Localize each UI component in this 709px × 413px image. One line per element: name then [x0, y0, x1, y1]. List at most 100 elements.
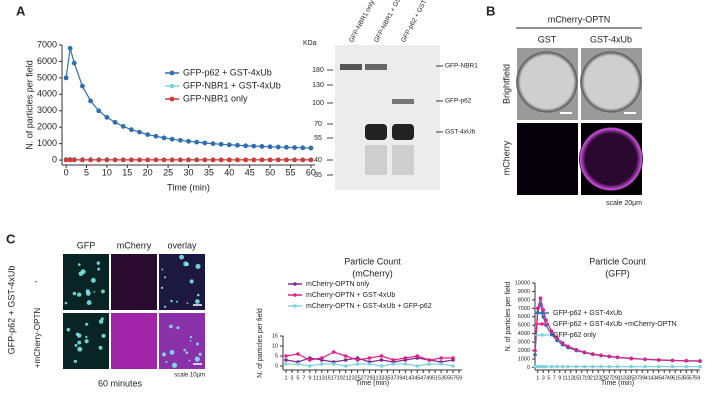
particle: [185, 351, 189, 355]
point: [544, 318, 548, 322]
particle: [74, 343, 78, 347]
x-tick-label: 13: [568, 375, 574, 381]
particle: [196, 342, 199, 346]
x-tick-label: 59: [694, 375, 700, 381]
microscopy-c: GFP mCherry overlay - +mCherry-OPTN GFP-…: [6, 240, 205, 388]
legend-marker: [169, 70, 175, 76]
x-tick-label: 15: [573, 375, 579, 381]
y-tick-label: 4000: [37, 89, 57, 99]
x-tick-label: 55: [444, 375, 450, 381]
particle: [189, 335, 193, 339]
point: [698, 364, 702, 369]
particle: [73, 359, 77, 363]
image: [111, 254, 157, 310]
y-tick-label: 5000: [37, 72, 57, 82]
legend-label: GFP-NBR1 + GST-4xUb: [183, 80, 281, 90]
particle: [171, 362, 178, 368]
point: [319, 356, 324, 360]
point: [161, 135, 167, 141]
point: [582, 364, 587, 369]
x-tick-label: 27: [360, 375, 366, 381]
particle: [66, 327, 71, 332]
point: [541, 308, 546, 312]
legend-marker: [540, 333, 544, 337]
point: [590, 352, 595, 356]
point: [112, 119, 118, 125]
chart-title: Particle Count: [589, 256, 646, 266]
x-tick-label: 17: [579, 375, 585, 381]
point: [96, 157, 102, 163]
point: [379, 358, 384, 362]
series-line: [534, 298, 701, 362]
particle: [77, 340, 82, 345]
y-tick-label: 5000: [518, 323, 530, 329]
point: [88, 157, 93, 163]
time-label: 60 minutes: [98, 378, 143, 388]
chart-subtitle: (mCherry): [352, 268, 393, 278]
x-tick-label: 51: [672, 375, 678, 381]
point: [535, 364, 540, 369]
x-tick-label: 55: [286, 167, 296, 177]
point: [555, 336, 559, 340]
point: [284, 157, 289, 163]
particle: [194, 299, 200, 304]
x-tick-label: 29: [366, 375, 372, 381]
point: [538, 296, 543, 301]
particle: [189, 340, 192, 342]
row-label: -: [35, 276, 38, 286]
legend-marker: [293, 304, 297, 308]
point: [656, 364, 661, 369]
particle: [90, 277, 96, 283]
point: [88, 98, 93, 104]
point: [80, 157, 85, 163]
point: [275, 157, 281, 163]
point: [343, 358, 348, 362]
y-tick-label: 7000: [37, 39, 57, 49]
x-tick-label: 45: [414, 375, 420, 381]
particle: [64, 301, 68, 305]
point: [300, 157, 306, 163]
point: [153, 133, 159, 139]
point: [533, 352, 537, 357]
point: [367, 362, 372, 366]
point: [560, 341, 565, 345]
y-tick-label: 0: [527, 365, 530, 371]
particle: [98, 345, 103, 350]
legend-marker: [293, 293, 297, 297]
droplet: [579, 127, 643, 191]
particle: [163, 305, 167, 309]
particle: [183, 261, 189, 267]
point: [177, 137, 183, 143]
point: [541, 364, 546, 369]
point: [566, 344, 570, 349]
x-tick-label: 43: [408, 375, 414, 381]
particle: [169, 324, 173, 329]
y-tick-label: 10: [272, 343, 278, 349]
point: [331, 350, 336, 354]
x-tick-label: 9: [308, 375, 311, 381]
y-axis-label: N. of particles per field: [505, 282, 512, 352]
particle: [160, 286, 164, 290]
particle: [77, 346, 83, 352]
point: [202, 140, 208, 146]
x-tick-label: 37: [390, 375, 396, 381]
gel: KDa: [303, 40, 440, 190]
y-tick-label: 5: [275, 353, 278, 359]
point: [629, 356, 634, 361]
x-tick-label: 7: [302, 375, 305, 381]
y-tick-label: 9000: [518, 289, 530, 295]
point: [403, 356, 408, 360]
point: [284, 354, 288, 358]
particle: [100, 289, 105, 294]
point: [292, 145, 297, 150]
legend-label: mCherry-OPTN + GST-4xUb + GFP-p62: [306, 303, 432, 310]
y-tick-label: 6000: [518, 314, 530, 320]
point: [379, 364, 384, 368]
legend-label: GFP-p62 + GST-4xUb: [183, 67, 272, 77]
x-tick-label: 11: [313, 375, 319, 381]
point: [243, 157, 249, 163]
point: [218, 157, 224, 163]
point: [343, 354, 348, 358]
x-tick-label: 31: [372, 375, 378, 381]
